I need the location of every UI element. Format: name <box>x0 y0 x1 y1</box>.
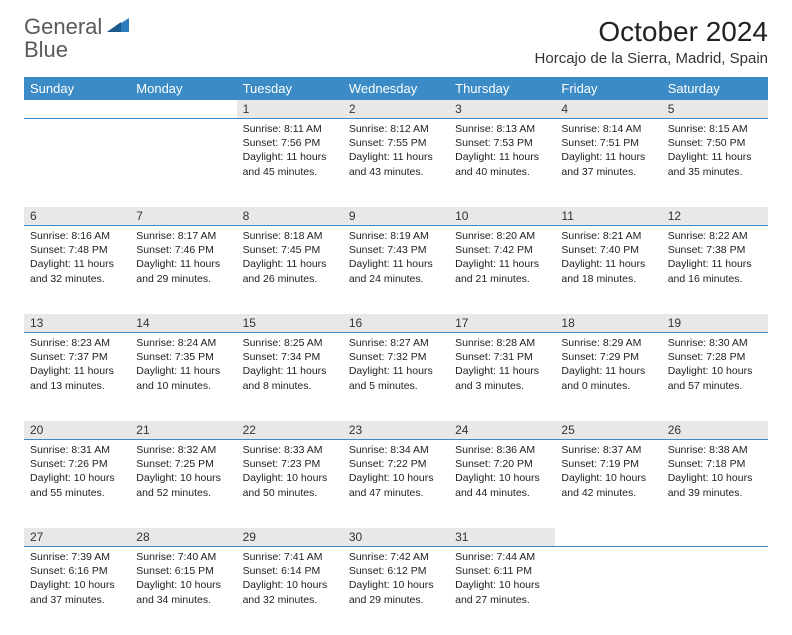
day-cell: Sunrise: 8:20 AMSunset: 7:42 PMDaylight:… <box>449 226 555 314</box>
day-number-cell: 7 <box>130 207 236 226</box>
day-number-cell: 25 <box>555 421 661 440</box>
day-cell <box>130 119 236 207</box>
day-number-cell: 11 <box>555 207 661 226</box>
day-content-row: Sunrise: 8:31 AMSunset: 7:26 PMDaylight:… <box>24 440 768 528</box>
day-cell: Sunrise: 8:21 AMSunset: 7:40 PMDaylight:… <box>555 226 661 314</box>
day-number-cell: 9 <box>343 207 449 226</box>
day-number-cell: 10 <box>449 207 555 226</box>
day-cell: Sunrise: 8:31 AMSunset: 7:26 PMDaylight:… <box>24 440 130 528</box>
day-content-row: Sunrise: 8:23 AMSunset: 7:37 PMDaylight:… <box>24 333 768 421</box>
logo-line1: General <box>24 14 102 39</box>
day-number-cell: 17 <box>449 314 555 333</box>
day-number-cell: 15 <box>237 314 343 333</box>
calendar-table: SundayMondayTuesdayWednesdayThursdayFrid… <box>24 77 768 635</box>
page-header: General Blue October 2024 Horcajo de la … <box>0 0 792 71</box>
day-cell: Sunrise: 8:28 AMSunset: 7:31 PMDaylight:… <box>449 333 555 421</box>
day-cell: Sunrise: 8:29 AMSunset: 7:29 PMDaylight:… <box>555 333 661 421</box>
day-number-row: 13141516171819 <box>24 314 768 333</box>
day-cell: Sunrise: 8:22 AMSunset: 7:38 PMDaylight:… <box>662 226 768 314</box>
day-number-cell: 26 <box>662 421 768 440</box>
day-number-cell <box>555 528 661 547</box>
day-number-cell: 24 <box>449 421 555 440</box>
weekday-header: Tuesday <box>237 77 343 100</box>
day-cell: Sunrise: 8:11 AMSunset: 7:56 PMDaylight:… <box>237 119 343 207</box>
day-number-row: 12345 <box>24 100 768 119</box>
day-cell: Sunrise: 8:12 AMSunset: 7:55 PMDaylight:… <box>343 119 449 207</box>
day-number-cell: 28 <box>130 528 236 547</box>
day-cell: Sunrise: 8:38 AMSunset: 7:18 PMDaylight:… <box>662 440 768 528</box>
day-number-cell: 22 <box>237 421 343 440</box>
day-number-cell: 14 <box>130 314 236 333</box>
day-cell: Sunrise: 7:40 AMSunset: 6:15 PMDaylight:… <box>130 547 236 635</box>
day-number-cell: 5 <box>662 100 768 119</box>
day-number-row: 6789101112 <box>24 207 768 226</box>
day-number-cell: 20 <box>24 421 130 440</box>
day-cell: Sunrise: 8:17 AMSunset: 7:46 PMDaylight:… <box>130 226 236 314</box>
day-number-row: 20212223242526 <box>24 421 768 440</box>
day-number-cell: 2 <box>343 100 449 119</box>
logo: General Blue <box>24 16 131 62</box>
day-cell: Sunrise: 7:42 AMSunset: 6:12 PMDaylight:… <box>343 547 449 635</box>
day-cell: Sunrise: 8:36 AMSunset: 7:20 PMDaylight:… <box>449 440 555 528</box>
day-number-cell: 16 <box>343 314 449 333</box>
day-number-cell <box>130 100 236 119</box>
day-cell: Sunrise: 8:33 AMSunset: 7:23 PMDaylight:… <box>237 440 343 528</box>
day-number-row: 2728293031 <box>24 528 768 547</box>
day-cell: Sunrise: 8:24 AMSunset: 7:35 PMDaylight:… <box>130 333 236 421</box>
day-cell: Sunrise: 7:39 AMSunset: 6:16 PMDaylight:… <box>24 547 130 635</box>
day-cell <box>24 119 130 207</box>
day-number-cell: 6 <box>24 207 130 226</box>
weekday-header: Thursday <box>449 77 555 100</box>
day-cell: Sunrise: 8:18 AMSunset: 7:45 PMDaylight:… <box>237 226 343 314</box>
day-number-cell: 3 <box>449 100 555 119</box>
weekday-header: Friday <box>555 77 661 100</box>
day-number-cell: 30 <box>343 528 449 547</box>
weekday-header: Sunday <box>24 77 130 100</box>
day-cell: Sunrise: 8:14 AMSunset: 7:51 PMDaylight:… <box>555 119 661 207</box>
day-content-row: Sunrise: 8:16 AMSunset: 7:48 PMDaylight:… <box>24 226 768 314</box>
day-cell: Sunrise: 8:23 AMSunset: 7:37 PMDaylight:… <box>24 333 130 421</box>
day-cell: Sunrise: 8:30 AMSunset: 7:28 PMDaylight:… <box>662 333 768 421</box>
weekday-header: Wednesday <box>343 77 449 100</box>
weekday-header-row: SundayMondayTuesdayWednesdayThursdayFrid… <box>24 77 768 100</box>
location-subtitle: Horcajo de la Sierra, Madrid, Spain <box>535 50 768 67</box>
day-number-cell <box>662 528 768 547</box>
day-number-cell: 8 <box>237 207 343 226</box>
day-cell: Sunrise: 8:25 AMSunset: 7:34 PMDaylight:… <box>237 333 343 421</box>
day-cell: Sunrise: 7:44 AMSunset: 6:11 PMDaylight:… <box>449 547 555 635</box>
day-number-cell: 13 <box>24 314 130 333</box>
day-cell: Sunrise: 8:15 AMSunset: 7:50 PMDaylight:… <box>662 119 768 207</box>
day-cell: Sunrise: 8:34 AMSunset: 7:22 PMDaylight:… <box>343 440 449 528</box>
day-number-cell: 27 <box>24 528 130 547</box>
day-number-cell: 21 <box>130 421 236 440</box>
weekday-header: Saturday <box>662 77 768 100</box>
day-number-cell: 12 <box>662 207 768 226</box>
day-cell: Sunrise: 8:19 AMSunset: 7:43 PMDaylight:… <box>343 226 449 314</box>
logo-text: General Blue <box>24 16 131 62</box>
day-number-cell: 1 <box>237 100 343 119</box>
day-cell <box>662 547 768 635</box>
day-cell: Sunrise: 8:32 AMSunset: 7:25 PMDaylight:… <box>130 440 236 528</box>
day-cell: Sunrise: 7:41 AMSunset: 6:14 PMDaylight:… <box>237 547 343 635</box>
day-cell: Sunrise: 8:16 AMSunset: 7:48 PMDaylight:… <box>24 226 130 314</box>
title-block: October 2024 Horcajo de la Sierra, Madri… <box>535 16 768 67</box>
day-cell <box>555 547 661 635</box>
day-cell: Sunrise: 8:27 AMSunset: 7:32 PMDaylight:… <box>343 333 449 421</box>
day-number-cell: 23 <box>343 421 449 440</box>
day-number-cell: 18 <box>555 314 661 333</box>
day-number-cell: 31 <box>449 528 555 547</box>
day-number-cell: 4 <box>555 100 661 119</box>
logo-line2: Blue <box>24 37 68 62</box>
month-title: October 2024 <box>535 16 768 48</box>
day-cell: Sunrise: 8:13 AMSunset: 7:53 PMDaylight:… <box>449 119 555 207</box>
weekday-header: Monday <box>130 77 236 100</box>
day-number-cell <box>24 100 130 119</box>
day-number-cell: 19 <box>662 314 768 333</box>
day-number-cell: 29 <box>237 528 343 547</box>
logo-triangle-icon <box>107 16 131 34</box>
day-content-row: Sunrise: 7:39 AMSunset: 6:16 PMDaylight:… <box>24 547 768 635</box>
day-content-row: Sunrise: 8:11 AMSunset: 7:56 PMDaylight:… <box>24 119 768 207</box>
day-cell: Sunrise: 8:37 AMSunset: 7:19 PMDaylight:… <box>555 440 661 528</box>
